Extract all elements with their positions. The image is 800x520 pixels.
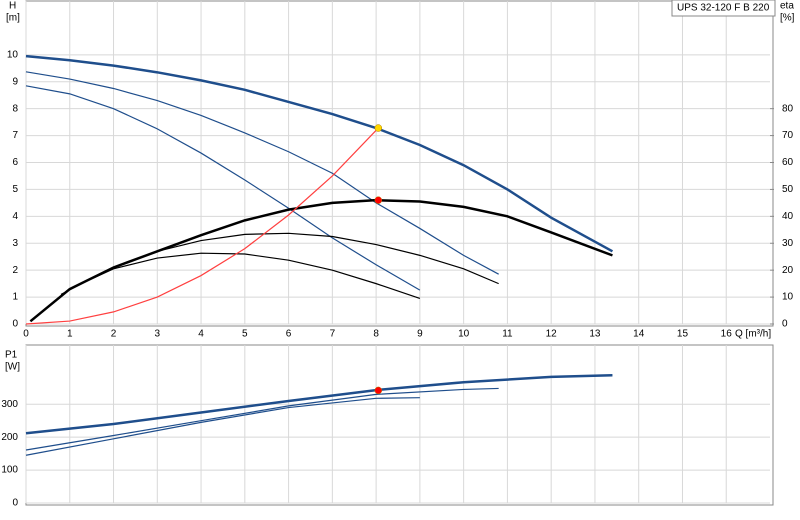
y2-axis-unit: [%] (780, 13, 795, 24)
y2-tick-label: 0 (782, 319, 788, 330)
x-tick-label: 12 (546, 329, 558, 340)
x-tick-label: 5 (242, 329, 248, 340)
plot-frame (25, 344, 774, 506)
y-tick-label: 200 (1, 432, 18, 443)
y-tick-label: 0 (12, 498, 18, 509)
curve (25, 374, 613, 435)
curve (25, 85, 421, 291)
chart-title: UPS 32-120 F B 220 (677, 3, 770, 14)
duty-point (374, 196, 383, 204)
x-tick-label: 16 (721, 329, 733, 340)
curve (25, 397, 420, 456)
y-tick-label: 9 (12, 76, 18, 87)
y2-tick-label: 20 (782, 265, 794, 276)
y-axis-unit: [m] (6, 13, 20, 24)
y-tick-label: 10 (7, 49, 19, 60)
x-tick-label: 8 (373, 329, 379, 340)
x-tick-label: 1 (67, 329, 73, 340)
y-axis-unit: [W] (5, 362, 20, 373)
x-tick-label: 4 (198, 329, 204, 340)
curve (69, 252, 421, 299)
y2-tick-label: 30 (782, 238, 794, 249)
y-tick-label: 7 (12, 130, 18, 141)
y-tick-label: 8 (12, 103, 18, 114)
x-tick-label: 6 (286, 329, 292, 340)
x-tick-label: 15 (677, 329, 689, 340)
y-tick-label: 3 (12, 238, 18, 249)
y-tick-label: 1 (12, 292, 18, 303)
curve (25, 387, 499, 451)
curve (25, 71, 499, 275)
x-tick-label: 7 (330, 329, 336, 340)
x-tick-label: 13 (589, 329, 601, 340)
y2-axis-label: eta (780, 1, 794, 12)
x-tick-label: 14 (633, 329, 645, 340)
x-axis-label: Q [m³/h] (735, 329, 771, 340)
y2-tick-label: 60 (782, 157, 794, 168)
title-box (671, 0, 776, 17)
y-tick-label: 4 (12, 211, 18, 222)
y2-tick-label: 10 (782, 292, 794, 303)
y-tick-label: 2 (12, 265, 18, 276)
x-tick-label: 2 (111, 329, 117, 340)
curve (25, 127, 379, 325)
y-tick-label: 5 (12, 184, 18, 195)
x-tick-label: 11 (502, 329, 513, 340)
y2-tick-label: 80 (782, 103, 794, 114)
x-tick-label: 10 (458, 329, 470, 340)
y-axis-label: H (9, 1, 16, 12)
duty-point (374, 386, 383, 395)
y-tick-label: 100 (1, 465, 18, 476)
y-tick-label: 300 (1, 399, 18, 410)
curve (25, 54, 614, 253)
y2-tick-label: 50 (782, 184, 794, 195)
y-tick-label: 0 (12, 319, 18, 330)
y-axis-label: P1 (5, 350, 18, 361)
y-tick-label: 6 (12, 157, 18, 168)
x-tick-label: 3 (155, 329, 161, 340)
duty-point (374, 124, 383, 132)
curve (29, 198, 613, 323)
y2-tick-label: 70 (782, 130, 794, 141)
y2-tick-label: 40 (782, 211, 794, 222)
x-tick-label: 0 (23, 329, 29, 340)
plot-frame (25, 0, 774, 327)
x-tick-label: 9 (417, 329, 423, 340)
curve (60, 232, 499, 295)
